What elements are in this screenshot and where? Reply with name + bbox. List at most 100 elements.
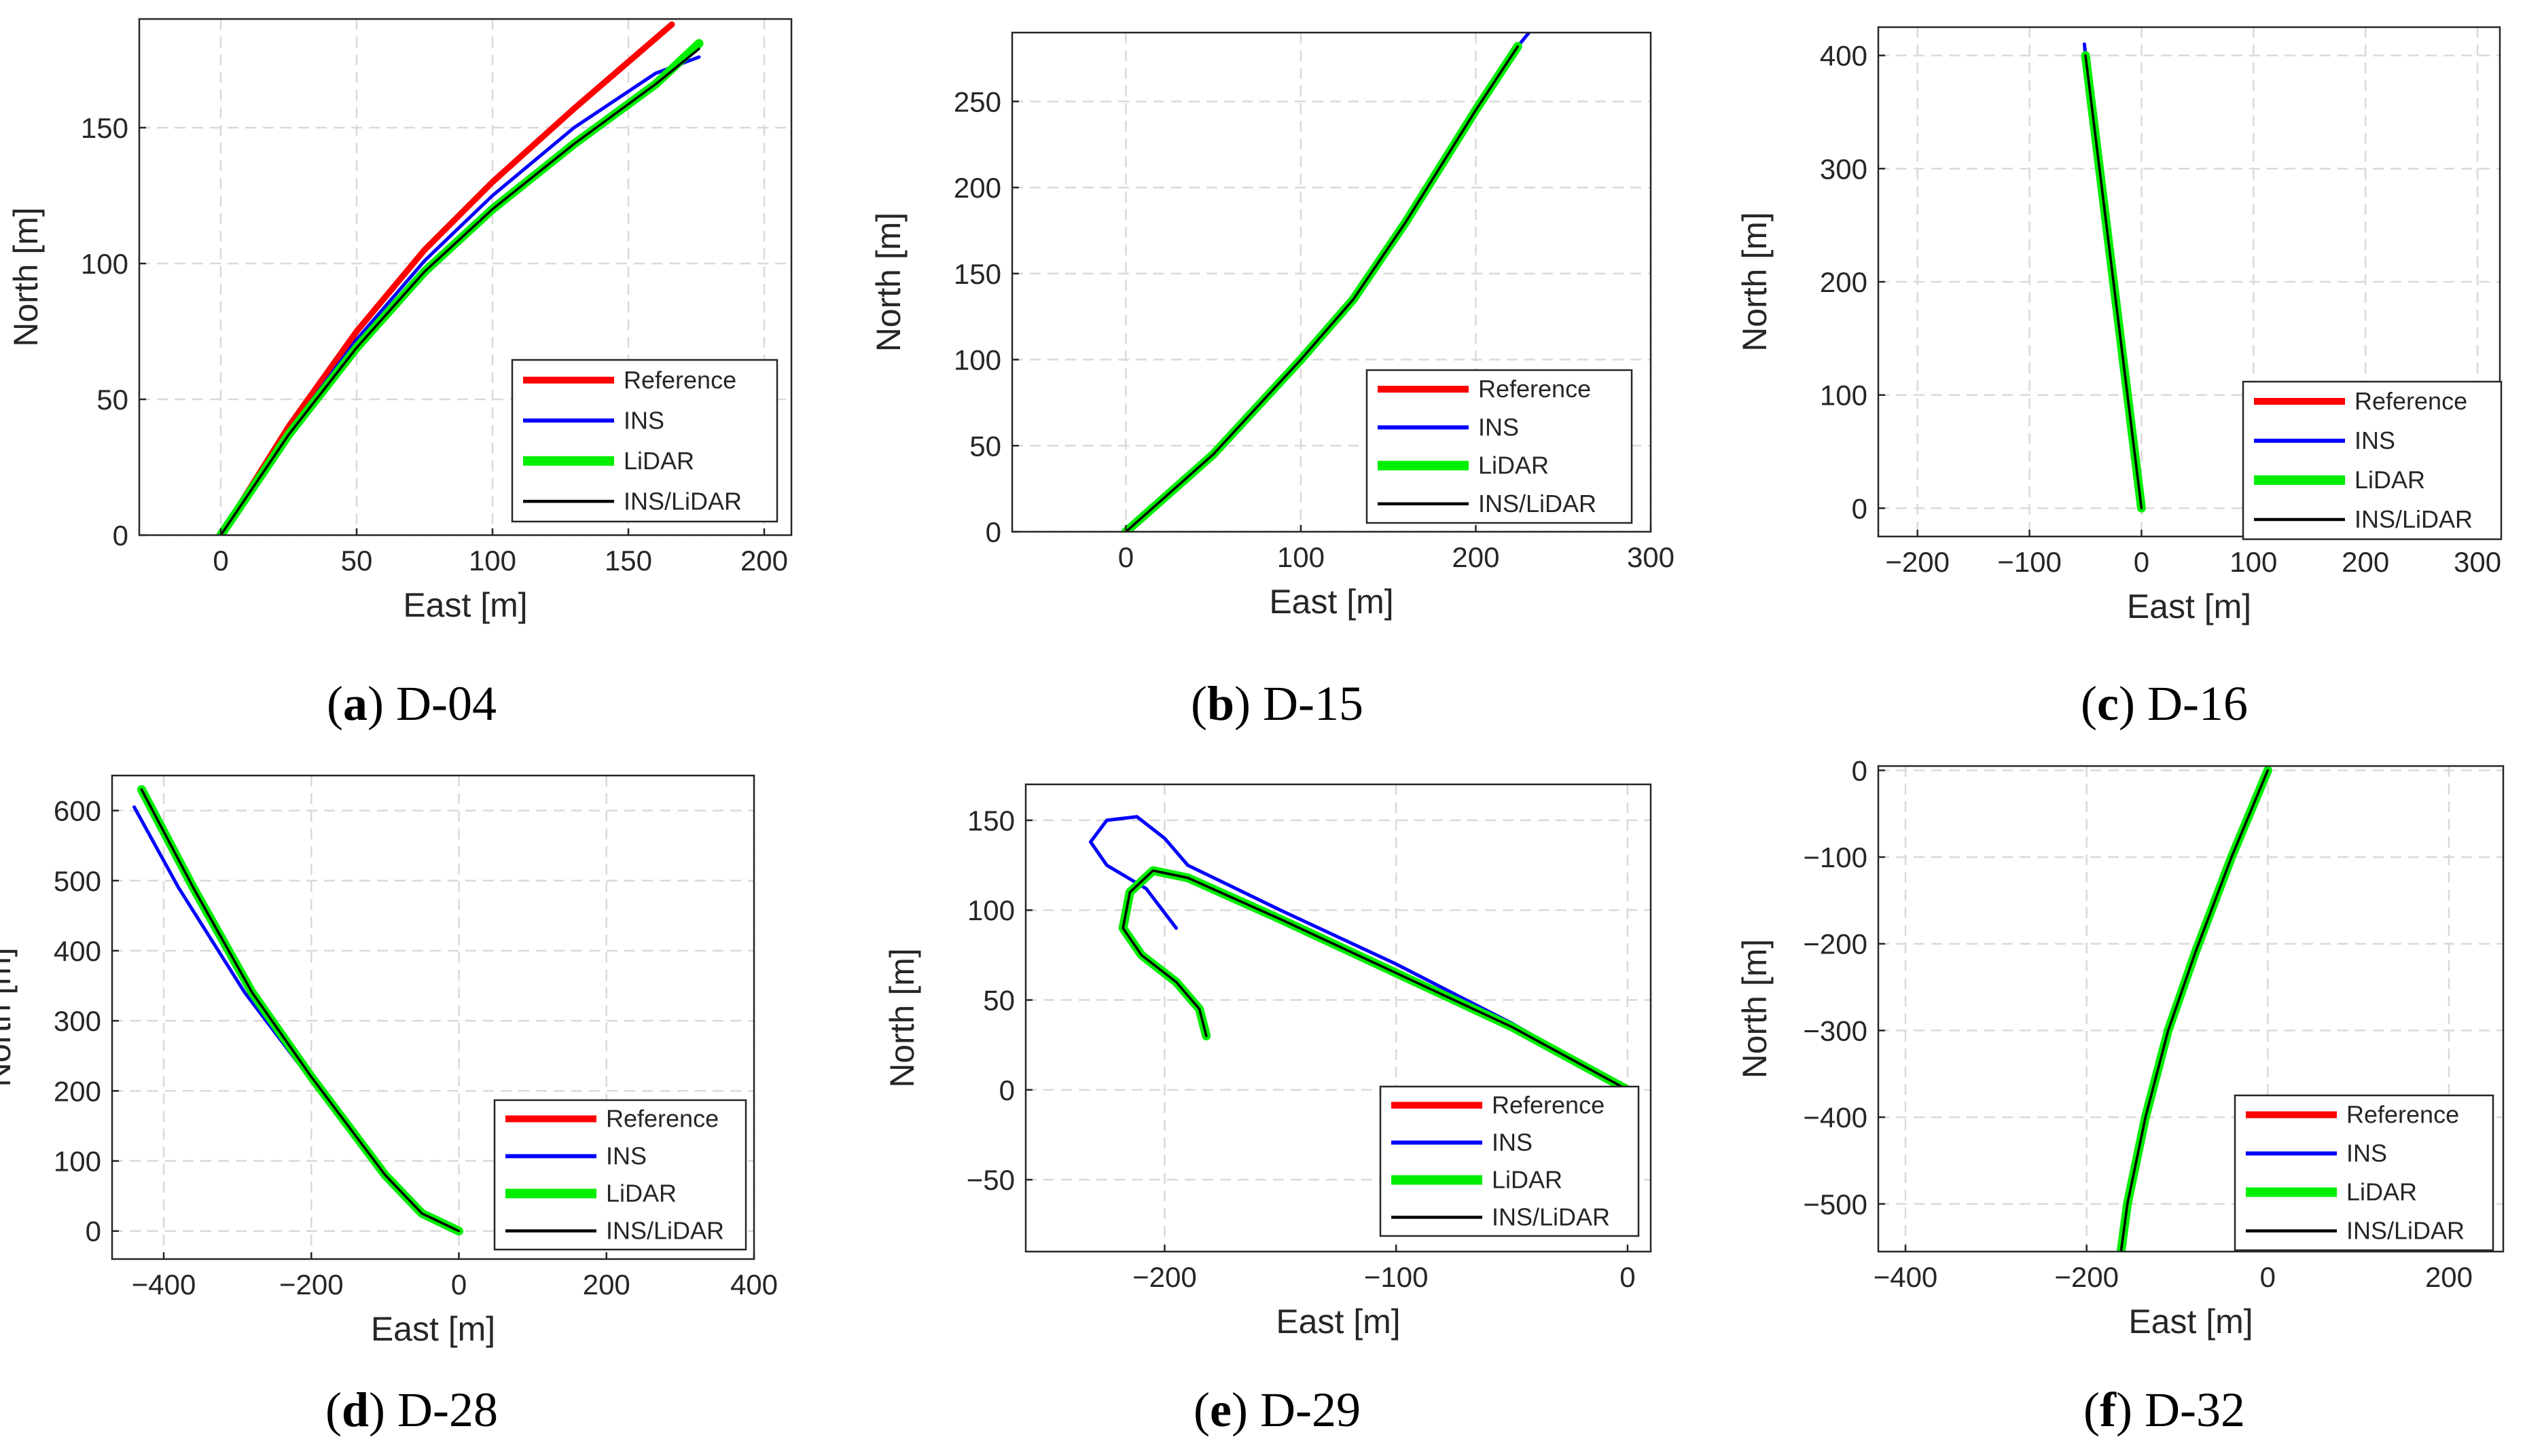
y-axis-label: North [m] [7, 207, 45, 347]
subplot-D-32: −400 −200 0 200 0 −100 −200 −300 −400 −500 East [m… [1736, 754, 2505, 1437]
axes-frame [138, 18, 793, 536]
legend: Reference INS LiDAR INS/LiDAR [493, 1099, 747, 1251]
legend: Reference INS LiDAR INS/LiDAR [511, 359, 778, 523]
subplot-D-04: 0 50 100 150 200 0 50 100 150 East [m] North [m] Re… [7, 18, 793, 731]
y-tick-label: 200 [954, 172, 1001, 204]
y-tick-label: 200 [54, 1075, 101, 1107]
series-group [132, 785, 463, 1236]
y-tick-label: 50 [96, 384, 128, 416]
y-tick-label: 50 [969, 430, 1001, 462]
legend-entry: LiDAR [624, 447, 694, 475]
x-axis-label: East [m] [371, 1310, 495, 1348]
legend-entry: INS/LiDAR [2346, 1217, 2465, 1245]
y-axis-label: North [m] [870, 213, 908, 352]
x-tick-label: 200 [740, 545, 788, 577]
legend-entry: INS [2354, 426, 2395, 454]
y-axis-label: North [m] [0, 947, 18, 1087]
y-tick-label: 0 [986, 516, 1001, 548]
legend-box [2242, 380, 2503, 541]
y-tick-label: −400 [1803, 1102, 1867, 1133]
series-line-ins [1088, 815, 1630, 1092]
series-line-ins-lidar [140, 788, 461, 1233]
caption-id: D-28 [385, 1383, 498, 1437]
y-tick-label: 500 [54, 865, 101, 897]
y-axis-label: North [m] [883, 948, 921, 1088]
series-line-ins-lidar [2119, 769, 2270, 1252]
series-group [1121, 33, 1531, 532]
legend: Reference INS LiDAR INS/LiDAR [2234, 1094, 2494, 1252]
x-tick-label: 100 [2229, 546, 2277, 578]
x-tick-label: 200 [583, 1269, 630, 1300]
x-tick-label: 300 [1627, 541, 1675, 573]
legend-entry: INS [1492, 1129, 1533, 1157]
legend-box [1379, 1085, 1640, 1237]
legend-entry: LiDAR [1478, 452, 1549, 479]
legend-entry: INS [624, 406, 664, 434]
y-tick-label: 100 [1820, 380, 1867, 412]
legend-box [493, 1099, 747, 1251]
y-tick-label: 600 [54, 795, 101, 827]
x-axis-label: East [m] [2127, 587, 2251, 625]
legend-entry: Reference [2346, 1101, 2459, 1129]
subplot-D-15: 0 100 200 300 0 50 100 150 200 250 East [m] North [… [870, 31, 1675, 731]
y-tick-label: 100 [954, 344, 1001, 376]
x-tick-label: −100 [1364, 1261, 1429, 1293]
x-tick-label: 0 [2134, 546, 2149, 578]
series-group [216, 21, 704, 535]
x-tick-label: 100 [1277, 541, 1325, 573]
subplot-caption: (a) D-04 [327, 676, 497, 731]
legend-entry: INS/LiDAR [606, 1217, 724, 1245]
caption-letter: c [2097, 676, 2119, 731]
axes-frame [1024, 783, 1652, 1253]
legend-entry: LiDAR [606, 1180, 677, 1207]
y-axis-label: North [m] [1736, 212, 1774, 352]
y-tick-label: 0 [1852, 754, 1867, 786]
y-tick-label: 300 [1820, 153, 1867, 185]
y-tick-label: 100 [967, 894, 1015, 926]
caption-id: D-32 [2132, 1383, 2245, 1437]
caption-letter: d [342, 1383, 369, 1437]
x-tick-label: 50 [341, 545, 373, 577]
x-tick-label: −100 [1997, 546, 2062, 578]
subplot-D-29: −200 −100 0 −50 0 50 100 150 East [m] North [m] Re… [883, 783, 1652, 1437]
x-tick-label: 100 [469, 545, 516, 577]
x-tick-label: 400 [730, 1269, 778, 1300]
legend-entry: INS/LiDAR [624, 487, 742, 515]
caption-letter: b [1207, 676, 1234, 731]
y-tick-label: 0 [86, 1216, 101, 1248]
x-tick-label: 300 [2454, 546, 2501, 578]
legend-entry: INS [1478, 413, 1519, 441]
legend-entry: INS [606, 1142, 647, 1170]
series-line-ins-lidar [1124, 45, 1520, 532]
caption-letter: f [2100, 1383, 2117, 1437]
x-tick-label: 200 [2342, 546, 2389, 578]
series-group [2116, 766, 2272, 1252]
legend-entry: Reference [1492, 1091, 1605, 1119]
x-tick-label: 0 [451, 1269, 467, 1300]
caption-id: D-16 [2135, 676, 2248, 731]
y-tick-label: 0 [1852, 492, 1867, 524]
legend-box [511, 359, 778, 523]
legend-entry: Reference [1478, 375, 1591, 403]
x-axis-label: East [m] [1269, 583, 1393, 621]
axes-frame [1011, 31, 1652, 533]
y-tick-label: −300 [1803, 1015, 1867, 1046]
y-tick-label: −100 [1803, 841, 1867, 873]
subplot-D-28: −400 −200 0 200 400 0 100 200 300 400 500 600 East [… [0, 774, 778, 1437]
y-tick-label: 250 [954, 86, 1001, 117]
legend-entry: LiDAR [1492, 1166, 1562, 1194]
y-tick-label: −200 [1803, 928, 1867, 960]
legend-box [2234, 1094, 2494, 1252]
y-tick-label: 150 [81, 112, 128, 144]
x-tick-label: 0 [1619, 1261, 1635, 1293]
x-tick-label: −200 [2054, 1261, 2119, 1293]
legend-entry: Reference [606, 1105, 719, 1133]
caption-id: D-29 [1248, 1383, 1361, 1437]
x-tick-label: 200 [1452, 541, 1499, 573]
x-tick-label: −200 [1885, 546, 1950, 578]
subplot-caption: (f) D-32 [2083, 1383, 2245, 1437]
subplot-caption: (c) D-16 [2081, 676, 2248, 731]
series-line-reference [217, 21, 675, 535]
y-tick-label: 150 [954, 258, 1001, 290]
